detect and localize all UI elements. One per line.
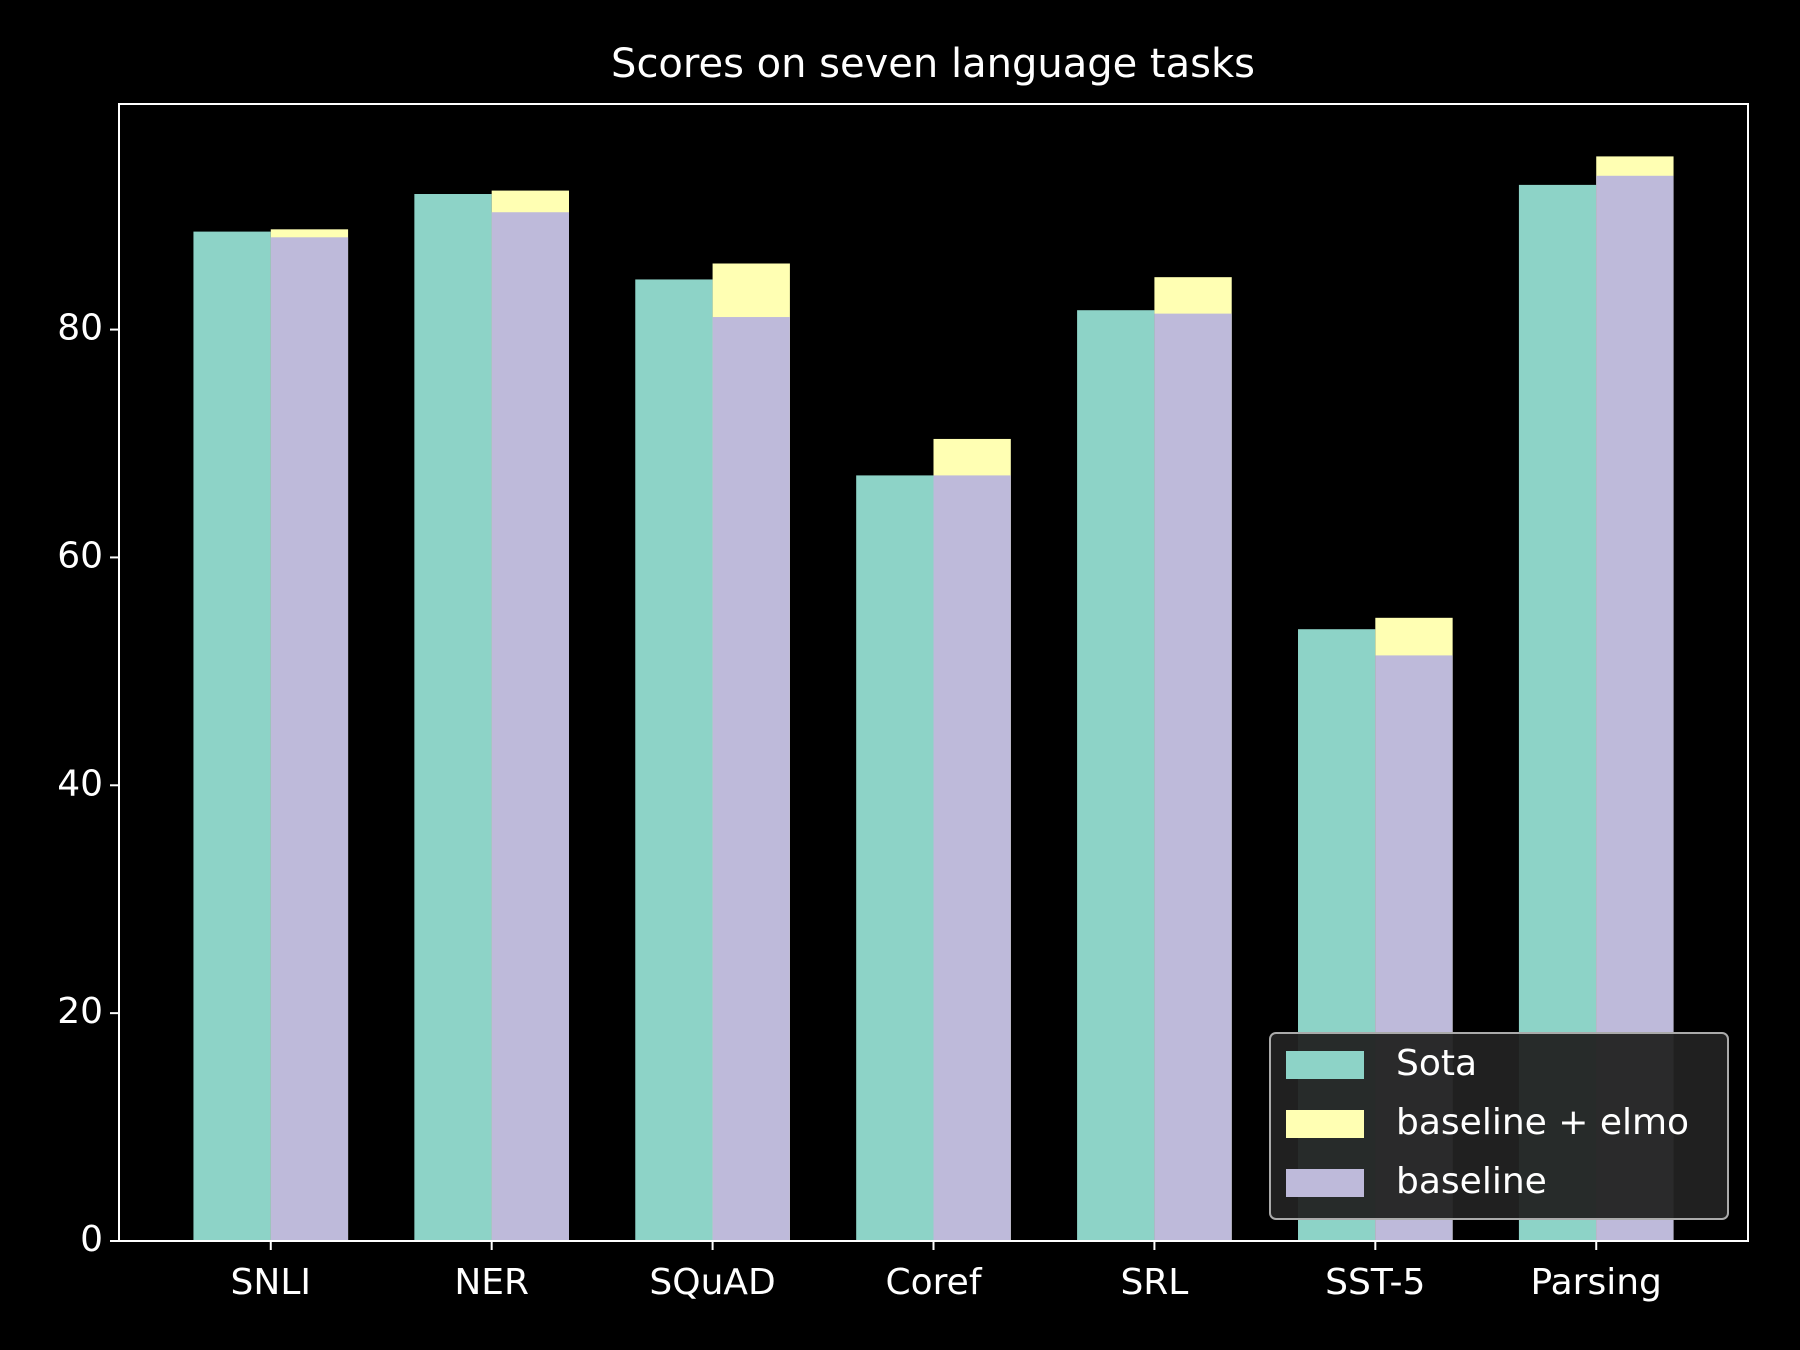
bar [933,475,1011,1242]
x-tick-label: SST-5 [1325,1262,1425,1303]
legend-label: baseline [1396,1161,1547,1202]
bar [856,475,934,1242]
bar [635,279,713,1242]
bar [712,317,790,1241]
y-tick-label: 0 [80,1219,103,1260]
legend-swatch [1286,1169,1364,1197]
chart-title: Scores on seven language tasks [611,41,1255,87]
y-tick-label: 80 [57,308,103,349]
x-tick-label: Parsing [1531,1262,1662,1303]
y-tick-label: 20 [57,991,103,1032]
bar [1154,313,1232,1241]
legend: Sota baseline + elmo baseline [1269,1032,1729,1220]
legend-label: baseline + elmo [1396,1102,1689,1143]
legend-box [1269,1032,1729,1220]
legend-swatch [1286,1110,1364,1138]
bar [414,194,492,1241]
legend-swatch [1286,1051,1364,1079]
x-tick-label: SNLI [231,1262,311,1303]
y-tick-label: 40 [57,763,103,804]
legend-label: Sota [1396,1043,1477,1084]
bar [1077,310,1155,1241]
x-tick-label: SQuAD [649,1262,775,1303]
bar [193,231,271,1242]
y-tick-label: 60 [57,535,103,576]
x-tick-label: Coref [886,1262,983,1303]
bar [270,237,349,1241]
x-tick-label: NER [454,1262,529,1303]
x-tick-label: SRL [1120,1262,1188,1303]
bar [491,212,569,1242]
